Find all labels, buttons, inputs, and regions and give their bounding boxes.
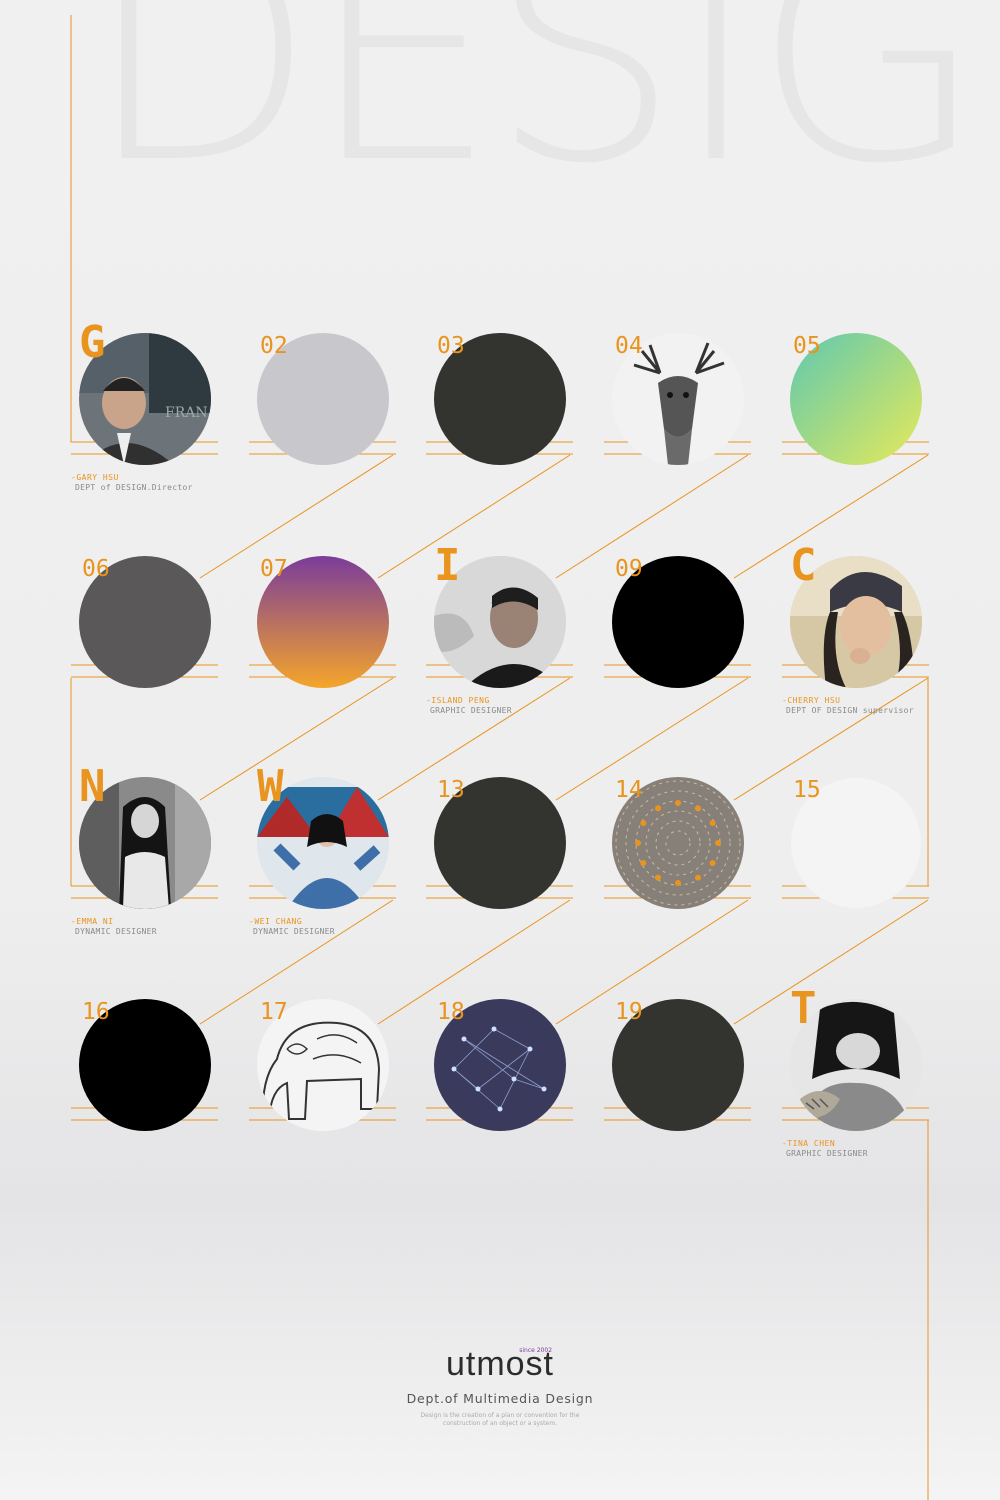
designer-name: -TINA CHEN	[782, 1139, 836, 1148]
grid-tile: 17	[257, 999, 389, 1131]
grid-tile: 15	[790, 777, 922, 909]
designer-name: -CHERRY HSU	[782, 696, 841, 705]
color-circle	[257, 556, 389, 688]
designer-caption: -ISLAND PENG GRAPHIC DESIGNER	[426, 697, 512, 715]
color-circle	[790, 333, 922, 465]
initial-letter: T	[790, 983, 817, 1034]
designer-card: T	[790, 987, 922, 1131]
tagline: Design is the creation of a plan or conv…	[420, 1412, 580, 1427]
designer-card: FRAN G	[79, 321, 211, 465]
designer-caption: -GARY HSU DEPT of DESIGN.Director	[71, 474, 193, 492]
tile-number: 19	[615, 999, 643, 1025]
tile-number: 02	[260, 333, 288, 359]
tile-number: 16	[82, 999, 110, 1025]
initial-letter: C	[790, 540, 817, 591]
designer-caption: -WEI CHANG DYNAMIC DESIGNER	[249, 918, 335, 936]
designer-role: DEPT of DESIGN.Director	[75, 483, 193, 492]
grid-tile: 16	[79, 999, 211, 1131]
designer-role: DYNAMIC DESIGNER	[75, 927, 157, 936]
photo-circle	[257, 777, 389, 909]
initial-letter: W	[257, 761, 284, 812]
color-circle	[434, 777, 566, 909]
grid-tile: 18	[434, 999, 566, 1131]
photo-circle	[612, 333, 744, 465]
tile-number: 15	[793, 777, 821, 803]
color-circle	[612, 999, 744, 1131]
footer: utmost since 2002 Dept.of Multimedia Des…	[0, 1345, 1000, 1428]
color-circle	[612, 556, 744, 688]
initial-letter: I	[434, 540, 461, 591]
tile-number: 14	[615, 777, 643, 803]
designer-name: -GARY HSU	[71, 473, 119, 482]
designer-role: DEPT OF DESIGN supervisor	[786, 706, 914, 715]
designer-card: N	[79, 765, 211, 909]
grid-tile: 14	[612, 777, 744, 909]
designer-role: GRAPHIC DESIGNER	[430, 706, 512, 715]
grid-tile: 07	[257, 556, 389, 688]
designer-caption: -TINA CHEN GRAPHIC DESIGNER	[782, 1140, 868, 1158]
designer-card: I	[434, 544, 566, 688]
initial-letter: G	[79, 317, 106, 368]
photo-circle	[612, 777, 744, 909]
photo-circle	[257, 999, 389, 1131]
tile-number: 13	[437, 777, 465, 803]
photo-circle	[434, 999, 566, 1131]
initial-letter: N	[79, 761, 106, 812]
designer-card: W	[257, 765, 389, 909]
grid-tile: 13	[434, 777, 566, 909]
grid-tile: 05	[790, 333, 922, 465]
tile-number: 18	[437, 999, 465, 1025]
photo-circle	[790, 999, 922, 1131]
color-circle	[434, 333, 566, 465]
tile-number: 05	[793, 333, 821, 359]
tile-number: 17	[260, 999, 288, 1025]
color-circle	[257, 333, 389, 465]
designer-caption: -CHERRY HSU DEPT OF DESIGN supervisor	[782, 697, 914, 715]
designer-card: C	[790, 544, 922, 688]
color-circle	[79, 999, 211, 1131]
photo-circle	[434, 556, 566, 688]
svg-text:FRAN: FRAN	[165, 405, 208, 421]
photo-circle	[79, 777, 211, 909]
color-circle	[790, 777, 922, 909]
designer-name: -ISLAND PENG	[426, 696, 490, 705]
grid-tile: 19	[612, 999, 744, 1131]
tile-number: 09	[615, 556, 643, 582]
color-circle	[79, 556, 211, 688]
grid-tile: 04	[612, 333, 744, 465]
designer-role: DYNAMIC DESIGNER	[253, 927, 335, 936]
logo-since: since 2002	[519, 1347, 553, 1354]
tile-number: 04	[615, 333, 643, 359]
department-name: Dept.of Multimedia Design	[406, 1391, 594, 1406]
logo-wordmark: utmost	[445, 1345, 555, 1383]
grid-tile: 03	[434, 333, 566, 465]
designer-role: GRAPHIC DESIGNER	[786, 1149, 868, 1158]
designer-name: -EMMA NI	[71, 917, 114, 926]
grid-tile: 09	[612, 556, 744, 688]
utmost-logo: utmost since 2002	[446, 1345, 554, 1385]
grid-tile: 02	[257, 333, 389, 465]
tile-number: 06	[82, 556, 110, 582]
background-design-word: DESIGN	[85, 0, 1000, 229]
tile-number: 03	[437, 333, 465, 359]
grid-tile: 06	[79, 556, 211, 688]
designer-caption: -EMMA NI DYNAMIC DESIGNER	[71, 918, 157, 936]
tile-number: 07	[260, 556, 288, 582]
designer-name: -WEI CHANG	[249, 917, 303, 926]
